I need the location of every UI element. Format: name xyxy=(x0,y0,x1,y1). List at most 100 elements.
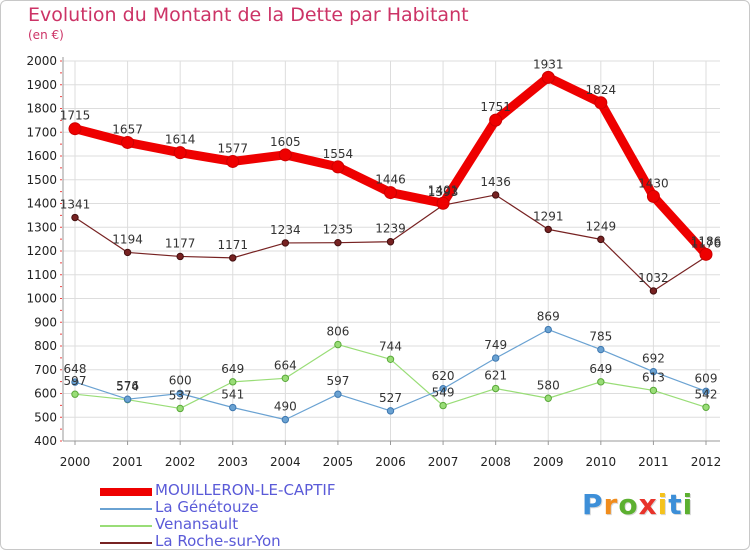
data-point xyxy=(334,390,342,398)
data-point xyxy=(597,235,605,244)
data-label: 1554 xyxy=(323,147,354,161)
series-points xyxy=(68,70,713,424)
data-label: 664 xyxy=(274,358,297,372)
data-label: 1341 xyxy=(60,198,91,212)
data-point xyxy=(226,154,240,168)
brand-logo: Proxiti xyxy=(582,488,693,521)
data-point xyxy=(71,213,79,222)
brand-letter: x xyxy=(638,488,658,521)
data-point xyxy=(281,374,290,382)
x-tick-label: 2006 xyxy=(375,455,406,469)
data-label: 613 xyxy=(642,370,665,384)
data-point xyxy=(176,252,184,261)
x-tick-label: 2005 xyxy=(323,455,354,469)
data-label: 1446 xyxy=(375,173,406,187)
data-point xyxy=(71,378,79,386)
x-tick-label: 2001 xyxy=(112,455,143,469)
data-label: 1032 xyxy=(638,271,669,285)
legend-label: La Roche-sur-Yon xyxy=(155,532,281,550)
data-point xyxy=(597,378,605,386)
x-tick-label: 2000 xyxy=(60,455,91,469)
y-tick-label: 700 xyxy=(34,363,57,377)
brand-letter: P xyxy=(582,488,604,521)
data-label: 537 xyxy=(169,388,192,402)
legend-swatch xyxy=(100,542,152,544)
legend-label: MOUILLERON-LE-CAPTIF xyxy=(155,481,336,499)
y-tick-label: 1000 xyxy=(26,292,57,306)
x-tick-label: 2008 xyxy=(480,455,511,469)
x-tick-label: 2002 xyxy=(165,455,196,469)
y-tick-label: 1300 xyxy=(26,220,57,234)
data-label: 806 xyxy=(326,325,349,339)
brand-letter: i xyxy=(657,488,669,521)
data-label: 542 xyxy=(695,387,718,401)
legend-swatch xyxy=(100,525,152,527)
data-point xyxy=(176,404,184,413)
data-label: 1177 xyxy=(165,236,196,250)
data-label: 1751 xyxy=(480,100,511,114)
data-label: 1436 xyxy=(480,175,511,189)
data-label: 1824 xyxy=(586,83,617,97)
data-label: 574 xyxy=(116,380,139,394)
data-point xyxy=(68,122,82,136)
y-tick-label: 1600 xyxy=(26,149,57,163)
y-tick-label: 800 xyxy=(34,339,57,353)
x-tick-label: 2009 xyxy=(533,455,564,469)
data-point xyxy=(173,146,187,160)
data-point xyxy=(281,239,290,247)
y-tick-label: 1500 xyxy=(26,173,57,187)
data-label: 1657 xyxy=(112,122,143,136)
chart-subtitle: (en €) xyxy=(28,28,64,42)
data-point xyxy=(544,325,552,334)
y-tick-label: 500 xyxy=(34,410,57,424)
data-label: 541 xyxy=(221,388,244,402)
data-point xyxy=(123,395,132,403)
data-label: 1239 xyxy=(375,222,406,236)
y-tick-label: 2000 xyxy=(26,54,57,68)
data-point xyxy=(541,70,555,84)
x-tick-label: 2012 xyxy=(691,455,722,469)
y-tick-label: 400 xyxy=(34,434,57,448)
data-label: 621 xyxy=(484,369,507,383)
data-label: 1401 xyxy=(428,183,459,197)
axes xyxy=(60,57,720,445)
data-point xyxy=(649,287,658,295)
y-tick-label: 1200 xyxy=(26,244,57,258)
data-label: 609 xyxy=(695,371,718,385)
data-point xyxy=(649,367,658,376)
data-point xyxy=(646,189,660,203)
x-tick-label: 2003 xyxy=(217,455,248,469)
legend-label: La Génétouze xyxy=(155,498,259,516)
x-tick-label: 2007 xyxy=(428,455,459,469)
data-point xyxy=(229,254,237,262)
y-tick-label: 900 xyxy=(34,315,57,329)
data-point xyxy=(594,96,608,110)
data-label: 1577 xyxy=(217,141,248,155)
data-point xyxy=(384,186,397,200)
data-label: 1235 xyxy=(323,223,354,237)
y-tick-labels: 400 500 600 700 800 900 1000 1100 1200 1300 1400 15… xyxy=(26,54,57,448)
data-label: 785 xyxy=(589,330,612,344)
data-label: 527 xyxy=(379,391,402,405)
x-tick-label: 2004 xyxy=(270,455,301,469)
legend-label: Venansault xyxy=(155,515,239,533)
data-label: 749 xyxy=(484,338,507,352)
data-label: 1249 xyxy=(586,219,617,233)
data-label: 620 xyxy=(432,369,455,383)
data-point xyxy=(489,113,503,127)
chart-title: Evolution du Montant de la Dette par Hab… xyxy=(28,4,469,26)
data-point xyxy=(334,238,342,247)
data-label: 1234 xyxy=(270,223,301,237)
data-point xyxy=(176,389,184,398)
data-label: 1614 xyxy=(165,133,196,147)
data-point xyxy=(491,384,500,393)
data-point xyxy=(386,238,395,246)
data-label: 600 xyxy=(169,374,192,388)
brand-letter: r xyxy=(603,488,619,521)
data-point xyxy=(649,386,658,395)
data-label: 1430 xyxy=(638,176,669,190)
data-point xyxy=(386,407,395,415)
data-point xyxy=(702,387,710,396)
data-label: 649 xyxy=(589,362,612,376)
